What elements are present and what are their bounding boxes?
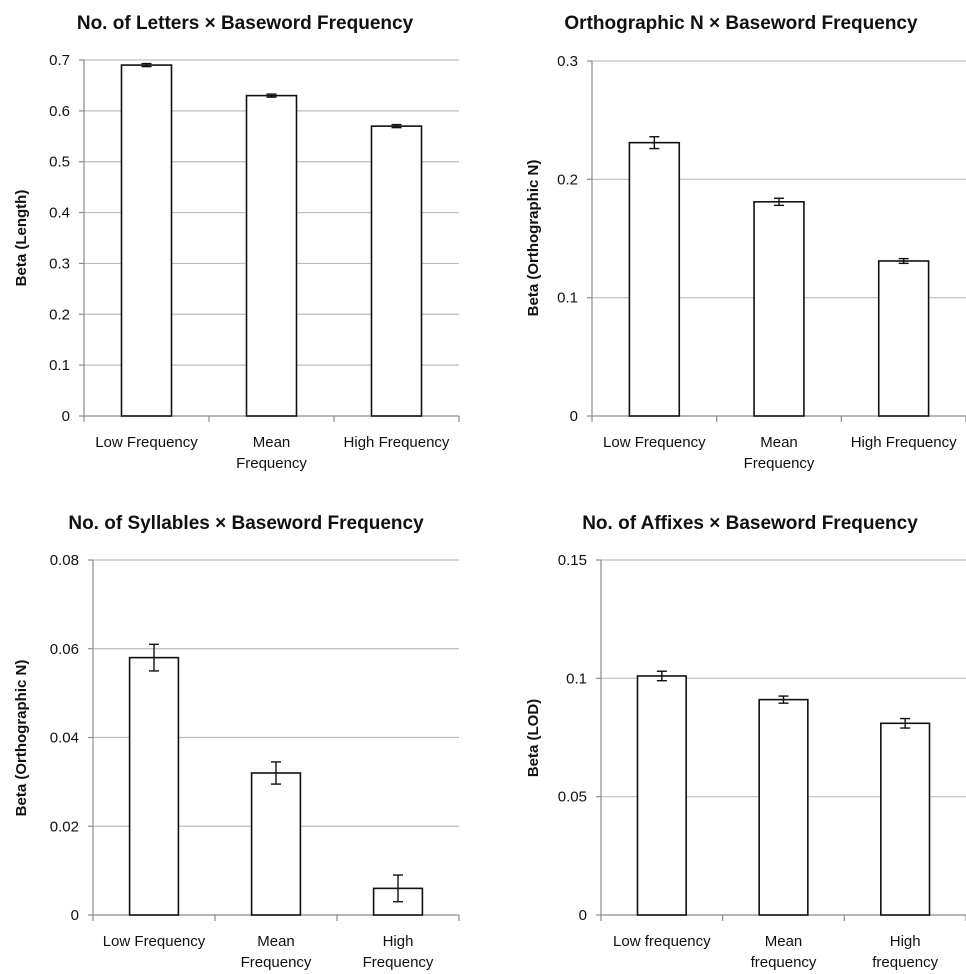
x-tick-label: High (890, 933, 921, 950)
y-tick-label: 0.2 (49, 306, 70, 323)
x-tick-label: frequency (872, 954, 938, 971)
bar (753, 201, 805, 417)
x-tick-label: Frequency (236, 455, 307, 472)
chart-title: Orthographic N × Baseword Frequency (564, 13, 918, 34)
chart-panel-4: No. of Affixes × Baseword Frequency Beta … (525, 513, 966, 971)
x-tick-label: Low Frequency (603, 434, 706, 451)
y-tick-label: 0.06 (50, 641, 79, 658)
bar (370, 125, 423, 417)
x-tick-label: Mean (253, 434, 291, 451)
x-tick-label: Frequency (241, 954, 312, 971)
y-tick-label: 0 (62, 408, 70, 425)
x-tick-label: Mean (760, 434, 798, 451)
bar (636, 675, 687, 916)
y-axis-label: Beta (Orthographic N) (13, 660, 30, 817)
error-bar (656, 670, 667, 682)
y-axis-label: Beta (Length) (13, 190, 30, 287)
error-bar (649, 136, 660, 150)
x-tick-label: High Frequency (344, 434, 450, 451)
bar (628, 141, 681, 417)
error-bar (900, 717, 911, 729)
chart-title: No. of Syllables × Baseword Frequency (68, 513, 424, 534)
y-tick-label: 0.2 (557, 171, 578, 188)
bar (245, 94, 298, 417)
y-tick-label: 0.3 (557, 53, 578, 70)
x-tick-label: Mean (765, 933, 803, 950)
bar (758, 698, 809, 916)
y-tick-label: 0.04 (50, 730, 79, 747)
y-tick-label: 0 (579, 907, 587, 924)
error-bar (266, 93, 277, 98)
bar (250, 772, 302, 916)
chart-title: No. of Affixes × Baseword Frequency (582, 513, 918, 534)
y-tick-label: 0.15 (558, 552, 587, 569)
x-tick-label: Mean (257, 933, 295, 950)
y-tick-label: 0.5 (49, 154, 70, 171)
y-tick-label: 0.1 (557, 290, 578, 307)
error-bar (149, 643, 159, 672)
bar (877, 260, 930, 417)
error-bar (391, 123, 402, 129)
x-tick-label: frequency (751, 954, 817, 971)
x-tick-label: High (383, 933, 414, 950)
y-tick-label: 0 (71, 907, 79, 924)
error-bar (778, 695, 789, 704)
y-tick-label: 0.02 (50, 818, 79, 835)
y-axis-label: Beta (LOD) (525, 699, 542, 777)
x-tick-label: Frequency (363, 954, 434, 971)
y-axis-label: Beta (Orthographic N) (525, 160, 542, 317)
y-tick-label: 0.3 (49, 255, 70, 272)
x-tick-label: Low Frequency (95, 434, 198, 451)
error-bar (898, 257, 909, 265)
chart-title: No. of Letters × Baseword Frequency (77, 13, 414, 34)
bar (128, 656, 180, 916)
bar (120, 64, 173, 417)
chart-panel-2: Orthographic N × Baseword Frequency Beta … (525, 13, 966, 472)
error-bar (271, 761, 281, 785)
y-tick-label: 0.1 (566, 670, 587, 687)
error-bar (774, 197, 784, 207)
y-tick-label: 0.7 (49, 52, 70, 69)
y-tick-label: 0.05 (558, 789, 587, 806)
chart-panel-1: No. of Letters × Baseword Frequency Beta … (13, 13, 460, 472)
y-tick-label: 0.4 (49, 205, 70, 222)
y-tick-label: 0 (570, 408, 578, 425)
y-tick-label: 0.1 (49, 357, 70, 374)
y-tick-label: 0.08 (50, 552, 79, 569)
x-tick-label: Low frequency (613, 933, 711, 950)
x-tick-label: Low Frequency (103, 933, 206, 950)
y-tick-label: 0.6 (49, 103, 70, 120)
chart-panel-3: No. of Syllables × Baseword Frequency Bet… (13, 513, 460, 971)
x-tick-label: Frequency (744, 455, 815, 472)
bar (880, 722, 931, 916)
x-tick-label: High Frequency (851, 434, 957, 451)
error-bar (141, 62, 152, 68)
error-bar (393, 874, 403, 903)
